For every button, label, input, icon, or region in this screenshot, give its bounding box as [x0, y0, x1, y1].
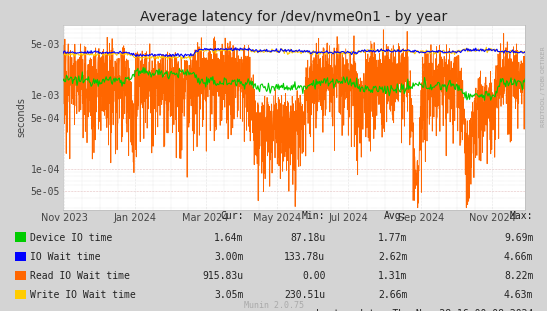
- Text: RRDTOOL / TOBI OETIKER: RRDTOOL / TOBI OETIKER: [541, 47, 546, 128]
- Text: 9.69m: 9.69m: [504, 233, 533, 243]
- Text: 4.63m: 4.63m: [504, 290, 533, 300]
- Text: 3.00m: 3.00m: [214, 252, 243, 262]
- Text: 4.66m: 4.66m: [504, 252, 533, 262]
- Text: Munin 2.0.75: Munin 2.0.75: [243, 301, 304, 310]
- Title: Average latency for /dev/nvme0n1 - by year: Average latency for /dev/nvme0n1 - by ye…: [141, 10, 447, 24]
- Text: Last update: Thu Nov 28 16:00:08 2024: Last update: Thu Nov 28 16:00:08 2024: [316, 309, 533, 311]
- Text: 230.51u: 230.51u: [284, 290, 325, 300]
- Text: 1.64m: 1.64m: [214, 233, 243, 243]
- Text: Min:: Min:: [302, 211, 325, 221]
- Text: 2.62m: 2.62m: [378, 252, 408, 262]
- Text: Write IO Wait time: Write IO Wait time: [30, 290, 136, 300]
- Y-axis label: seconds: seconds: [16, 97, 27, 137]
- Text: 87.18u: 87.18u: [290, 233, 325, 243]
- Text: 3.05m: 3.05m: [214, 290, 243, 300]
- Text: Cur:: Cur:: [220, 211, 243, 221]
- Text: Max:: Max:: [510, 211, 533, 221]
- Text: 1.31m: 1.31m: [378, 271, 408, 281]
- Text: 2.66m: 2.66m: [378, 290, 408, 300]
- Text: 8.22m: 8.22m: [504, 271, 533, 281]
- Text: 1.77m: 1.77m: [378, 233, 408, 243]
- Text: Read IO Wait time: Read IO Wait time: [30, 271, 130, 281]
- Text: 0.00: 0.00: [302, 271, 325, 281]
- Text: IO Wait time: IO Wait time: [30, 252, 101, 262]
- Text: 915.83u: 915.83u: [202, 271, 243, 281]
- Text: Avg:: Avg:: [384, 211, 408, 221]
- Text: Device IO time: Device IO time: [30, 233, 112, 243]
- Text: 133.78u: 133.78u: [284, 252, 325, 262]
